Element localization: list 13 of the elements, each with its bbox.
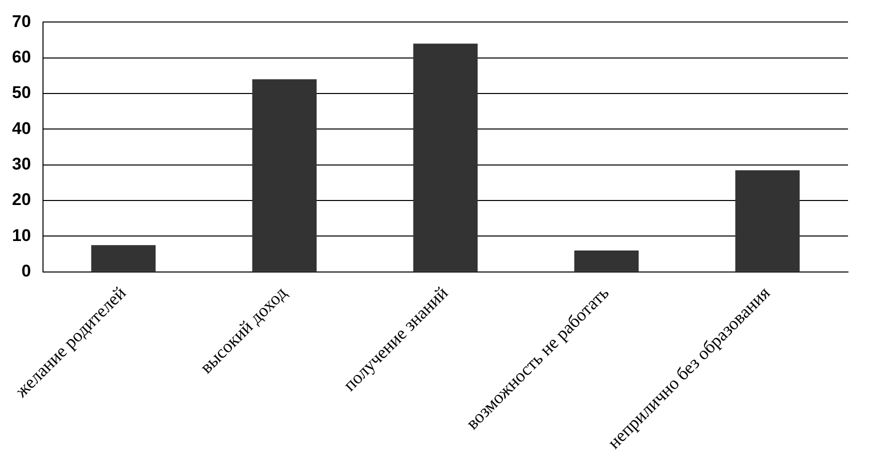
y-tick-label: 0: [21, 262, 31, 281]
y-tick-label: 70: [12, 12, 31, 31]
bar: [735, 170, 800, 272]
y-tick-label: 50: [12, 83, 31, 102]
bar: [413, 44, 478, 272]
y-tick-label: 40: [12, 118, 31, 138]
y-tick-label: 60: [12, 48, 31, 67]
y-tick-label: 30: [12, 154, 31, 174]
bar: [574, 250, 639, 272]
y-tick-label: 20: [12, 190, 31, 210]
y-tick-label: 10: [12, 226, 31, 245]
bar: [91, 245, 156, 272]
bar: [252, 79, 317, 272]
